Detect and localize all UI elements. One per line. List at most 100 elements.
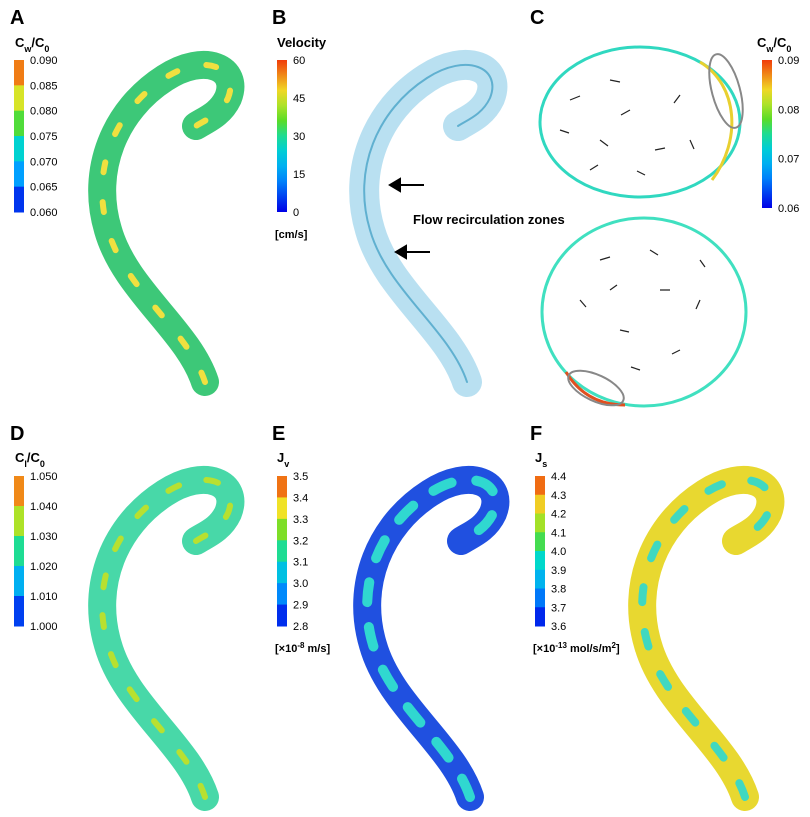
title-part: 0: [40, 459, 45, 469]
colorbar-tick-label: 3.1: [293, 557, 308, 569]
colorbar-tick-label: 3.2: [293, 535, 308, 547]
vessel-f: [642, 480, 770, 797]
colorbar-tick-label: 0.06: [778, 203, 799, 215]
colorbar-tick-label: 1.020: [30, 561, 58, 573]
colorbar-tick-label: 2.9: [293, 600, 308, 612]
title-part: w: [765, 44, 774, 54]
colorbar-tick-label: 3.0: [293, 578, 308, 590]
colorbar-tick-label: 4.2: [551, 509, 566, 521]
colorbar-band: [14, 566, 24, 597]
colorbar-title: Cw/C0: [15, 35, 49, 54]
colorbar-title: Velocity: [277, 35, 327, 50]
colorbar-title: Cl/C0: [15, 450, 45, 469]
vectors-top: [559, 79, 695, 176]
title-part: v: [284, 459, 289, 469]
colorbar-tick-label: 1.010: [30, 591, 58, 603]
panel: CCw/C00.090.080.070.06: [530, 7, 799, 215]
colorbar-band: [277, 476, 287, 498]
unit-part: mol/s/m: [567, 643, 612, 655]
colorbar-tick-label: 60: [293, 55, 305, 67]
colorbar-tick-label: 3.8: [551, 584, 566, 596]
vessel-a: [102, 65, 230, 382]
colorbar-tick-label: 3.7: [551, 602, 566, 614]
colorbar-band: [535, 569, 545, 589]
colorbar-tick-label: 0: [293, 207, 299, 219]
panel-letter: D: [10, 423, 24, 445]
colorbar-tick-label: 0.065: [30, 182, 58, 194]
title-part: /C: [31, 35, 45, 50]
unit-part: 2: [612, 641, 617, 650]
panel-letter: B: [272, 7, 286, 29]
colorbar-band: [277, 604, 287, 627]
title-part: l: [24, 459, 27, 469]
colorbar-band: [535, 551, 545, 571]
colorbar-tick-label: 0.090: [30, 55, 58, 67]
title-part: 0: [786, 44, 791, 54]
colorbar-tick-label: 0.09: [778, 55, 799, 67]
colorbar-band: [535, 588, 545, 608]
panel-letter: F: [530, 423, 542, 445]
unit-part: [×10: [275, 643, 297, 655]
colorbar-tick-label: 4.0: [551, 546, 566, 558]
colorbar-band: [14, 596, 24, 627]
colorbar-tick-label: 2.8: [293, 621, 308, 633]
arrowhead: [394, 244, 407, 260]
arrows: [388, 177, 430, 260]
colorbar-title: Cw/C0: [757, 35, 791, 54]
colorbar-tick-label: 0.070: [30, 156, 58, 168]
colorbar-tick-label: 1.030: [30, 531, 58, 543]
colorbar-band: [535, 494, 545, 514]
panel-letter: E: [272, 423, 285, 445]
colorbar-band: [277, 583, 287, 606]
cross-section-bottom: [540, 216, 748, 408]
title-part: C: [757, 35, 767, 50]
colorbar-tick-label: 3.4: [293, 492, 308, 504]
unit-part: -13: [555, 641, 567, 650]
unit-part: m/s]: [304, 643, 330, 655]
colorbar-band: [535, 476, 545, 496]
title-part: Velocity: [277, 35, 327, 50]
panel: ACw/C00.0900.0850.0800.0750.0700.0650.06…: [10, 7, 58, 219]
colorbar-tick-label: 0.060: [30, 207, 58, 219]
colorbar-band: [277, 561, 287, 584]
unit-part: [×10: [533, 643, 555, 655]
panel: B Velocity 60 45 30 15 0 [cm/s]: [272, 7, 327, 241]
colorbar-band: [277, 518, 287, 541]
colorbar-band: [14, 110, 24, 137]
vessels: [102, 65, 770, 797]
colorbar-tick-label: 1.040: [30, 501, 58, 513]
colorbar-tick-label: 0.07: [778, 154, 799, 166]
title-part: /C: [773, 35, 787, 50]
colorbar-tick-label: 4.4: [551, 471, 566, 483]
colorbar-unit: [×10-8 m/s]: [275, 641, 330, 656]
title-part: w: [23, 44, 32, 54]
velocity-vectors: [559, 79, 706, 371]
panel-letter: C: [530, 7, 544, 29]
colorbar-unit: [cm/s]: [275, 229, 308, 241]
colorbar-tick-label: 4.1: [551, 527, 566, 539]
colorbar-tick-label: 1.050: [30, 471, 58, 483]
colorbar-band: [535, 513, 545, 533]
colorbar-tick-label: 3.5: [293, 471, 308, 483]
panel-letter: A: [10, 7, 24, 29]
colorbar-unit: [×10-13 mol/s/m2]: [533, 641, 620, 656]
colorbar-band: [14, 60, 24, 86]
annotation: Flow recirculation zones: [413, 212, 565, 227]
title-part: /C: [27, 450, 41, 465]
cross-sections: [538, 45, 748, 408]
colorbar-band: [535, 532, 545, 552]
colorbar-band: [14, 476, 24, 507]
title-part: J: [535, 450, 542, 465]
title-part: C: [15, 35, 25, 50]
colorbar-tick-label: 0.085: [30, 80, 58, 92]
colorbar-title: Js: [535, 450, 547, 469]
colorbar: [277, 60, 287, 212]
unit-part: ]: [616, 643, 620, 655]
colorbar: [762, 60, 772, 208]
unit-part: [cm/s]: [275, 229, 308, 241]
arrowhead: [388, 177, 401, 193]
vectors-bottom: [579, 249, 706, 371]
